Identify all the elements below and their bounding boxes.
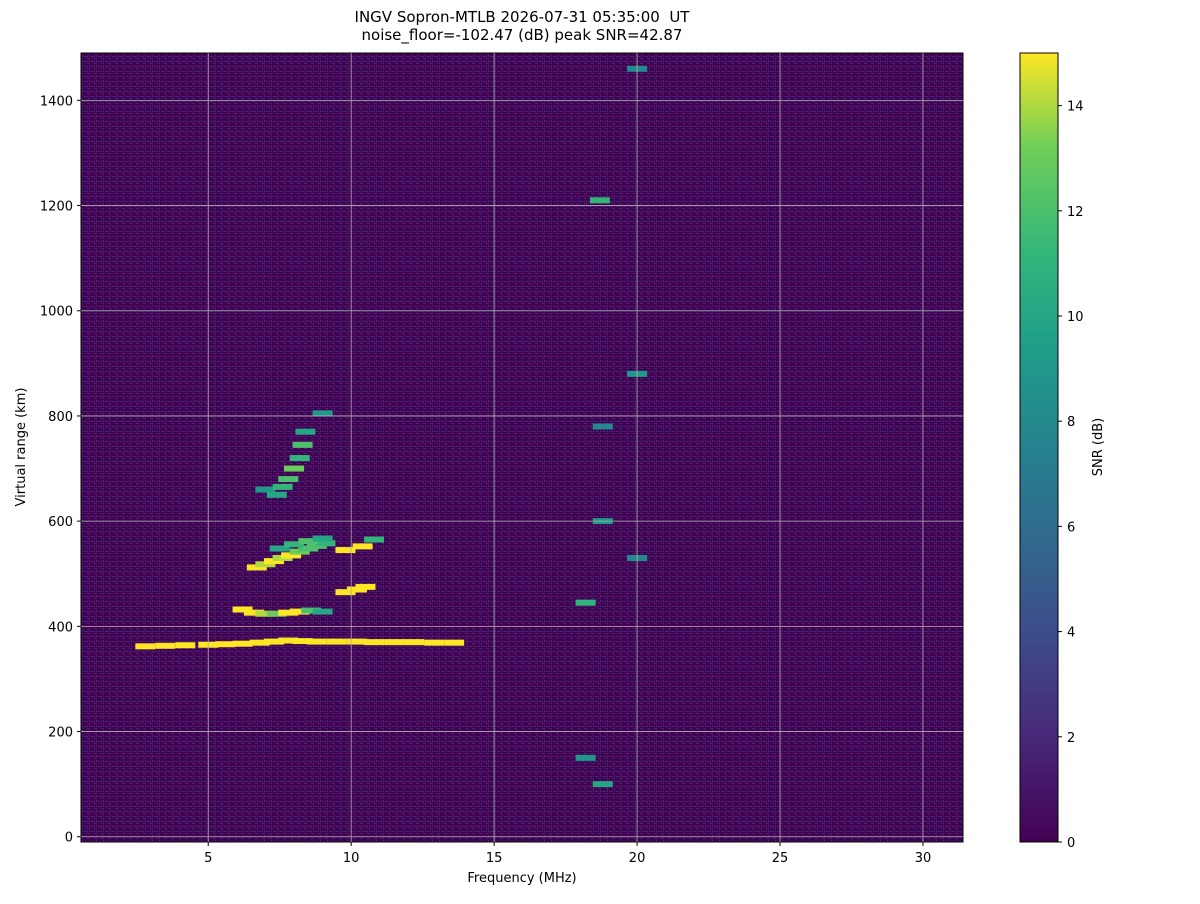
colorbar: [1019, 52, 1059, 843]
x-axis-label: Frequency (MHz): [467, 871, 576, 886]
heat-cell: [246, 564, 267, 571]
heat-cell: [335, 589, 356, 596]
heat-cell: [272, 483, 293, 490]
heat-cell: [292, 638, 313, 645]
heat-cell: [298, 538, 319, 545]
heat-cell: [283, 541, 304, 548]
heat-cell: [424, 639, 445, 646]
plot-frame: [80, 52, 964, 843]
heat-cell: [278, 637, 299, 644]
heat-cell: [575, 754, 596, 761]
y-tick-label: 1400: [40, 94, 73, 109]
heat-cell: [312, 535, 333, 542]
y-tick-label: 1000: [40, 305, 73, 320]
heat-cell: [269, 545, 290, 552]
heat-cell: [255, 561, 276, 568]
heat-cell: [232, 606, 253, 613]
heat-cell: [289, 548, 310, 555]
heat-cell: [592, 781, 613, 788]
heat-cell: [589, 197, 610, 204]
heat-cell: [346, 638, 367, 645]
y-tick-label: 600: [48, 515, 73, 530]
x-tick-label: 15: [486, 851, 503, 866]
heat-cell: [444, 639, 465, 646]
heat-cell: [306, 638, 327, 645]
chart-title: INGV Sopron-MTLB 2026-07-31 05:35:00 UT: [355, 8, 691, 26]
y-tick-label: 1200: [40, 200, 73, 215]
y-tick-label: 200: [48, 726, 73, 741]
heat-cell: [355, 583, 376, 590]
colorbar-tick-label: 0: [1067, 836, 1075, 851]
heat-cell: [289, 455, 310, 462]
plot-area: [81, 53, 963, 842]
chart-subtitle: noise_floor=-102.47 (dB) peak SNR=42.87: [362, 26, 683, 45]
heat-cell: [266, 610, 287, 617]
heat-cell: [312, 410, 333, 417]
heat-cell: [266, 491, 287, 498]
x-tick-label: 5: [204, 851, 212, 866]
x-tick-label: 10: [343, 851, 360, 866]
heat-cell: [404, 639, 425, 646]
x-tick-label: 30: [915, 851, 932, 866]
heat-cell: [255, 486, 276, 493]
colorbar-label: SNR (dB): [1091, 418, 1106, 476]
colorbar-tick-label: 6: [1067, 520, 1075, 535]
heat-cell: [232, 640, 253, 647]
heat-cell: [175, 642, 196, 649]
heat-cell: [315, 540, 336, 547]
heat-cell: [289, 608, 310, 615]
heat-cell: [263, 638, 284, 645]
heat-cell: [295, 428, 316, 435]
heat-cell: [278, 476, 299, 483]
heat-cell: [575, 599, 596, 606]
heat-cell: [215, 641, 236, 648]
colorbar-tick-label: 2: [1067, 731, 1075, 746]
y-tick-label: 800: [48, 410, 73, 425]
x-tick-label: 20: [629, 851, 646, 866]
heat-cell: [326, 638, 347, 645]
heat-cell: [384, 639, 405, 646]
heat-cell: [263, 558, 284, 565]
heat-cell: [292, 441, 313, 448]
y-tick-label: 400: [48, 620, 73, 635]
heat-cell: [301, 607, 322, 614]
heat-cell: [283, 465, 304, 472]
heat-cell: [255, 610, 276, 617]
colorbar-tick-label: 12: [1067, 205, 1084, 220]
x-tick-label: 25: [772, 851, 789, 866]
colorbar-tick-label: 4: [1067, 626, 1075, 641]
y-tick-label: 0: [65, 831, 73, 846]
heat-cell: [312, 608, 333, 615]
heat-cell: [335, 547, 356, 554]
heat-cell: [135, 643, 156, 650]
heat-cell: [364, 639, 385, 646]
heat-cell: [249, 639, 270, 646]
heat-cell: [278, 609, 299, 616]
y-axis-label: Virtual range (km): [14, 388, 29, 507]
colorbar-tick-label: 8: [1067, 415, 1075, 430]
heat-cell: [364, 536, 385, 543]
colorbar-tick-label: 10: [1067, 310, 1084, 325]
heat-cell: [243, 609, 264, 616]
heat-cell: [281, 552, 302, 559]
heat-cell: [352, 543, 373, 550]
colorbar-tick-label: 14: [1067, 100, 1084, 115]
heat-cell: [155, 642, 176, 649]
heat-cell: [592, 423, 613, 430]
